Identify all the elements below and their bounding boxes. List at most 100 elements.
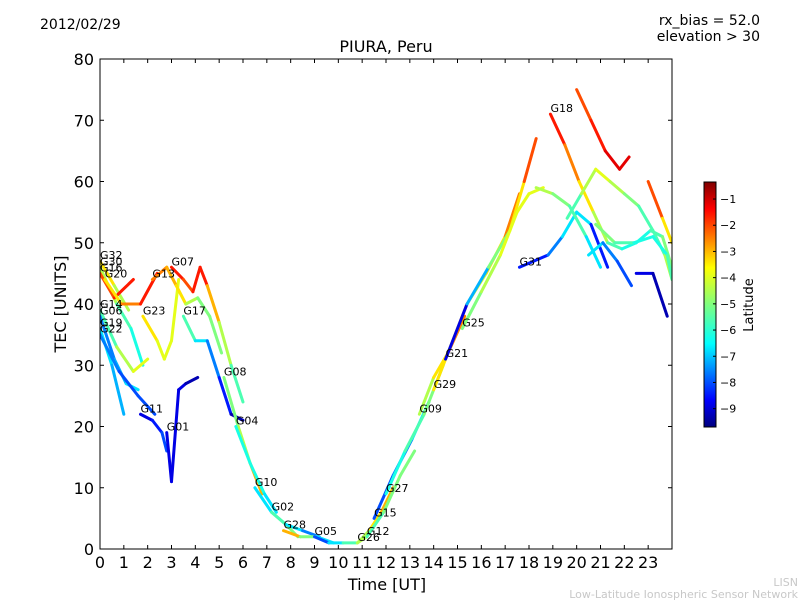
series-segment	[284, 523, 305, 533]
colorbar-tick-label: −3	[720, 245, 736, 258]
satellite-label: G22	[100, 323, 123, 336]
x-tick-label: 0	[95, 553, 105, 572]
x-tick-label: 12	[376, 553, 396, 572]
series-g18	[548, 112, 672, 269]
series-segment	[603, 149, 622, 171]
y-tick-label: 30	[74, 356, 94, 375]
x-tick-label: 3	[166, 553, 176, 572]
x-tick-label: 5	[214, 553, 224, 572]
series-segment	[155, 339, 166, 361]
series-segment	[217, 320, 233, 367]
colorbar-tick-label: −6	[720, 324, 736, 337]
satellite-label: G17	[183, 304, 206, 317]
series-segment	[170, 265, 185, 281]
series-g29	[432, 192, 521, 392]
colorbar-tick-label: −8	[720, 376, 736, 389]
satellite-label: G08	[224, 366, 247, 379]
rx-bias-label: rx_bias = 52.0	[658, 13, 760, 29]
series-segment	[160, 431, 169, 453]
series-segment	[618, 155, 631, 171]
series-segment	[517, 259, 536, 269]
series-segment	[100, 333, 121, 373]
series-segment	[131, 357, 150, 373]
series-segment	[270, 510, 288, 526]
series-segment	[365, 510, 386, 539]
series-g04	[234, 425, 278, 514]
colorbar-tick-label: −5	[720, 298, 736, 311]
x-tick-label: 13	[400, 553, 420, 572]
series-segment	[367, 510, 383, 533]
satellite-label: G09	[419, 402, 442, 415]
satellite-label: G11	[141, 402, 164, 415]
series-g07	[170, 265, 245, 404]
series-segment	[141, 314, 159, 343]
series-segment	[177, 382, 188, 392]
series-segment	[575, 210, 593, 226]
series-track-36	[594, 222, 672, 281]
series-segment	[174, 284, 188, 306]
series-g13	[150, 265, 224, 355]
series-segment	[444, 302, 469, 361]
satellite-label: G16	[100, 261, 123, 274]
satellite-label: G23	[143, 304, 166, 317]
series-segment	[248, 461, 266, 496]
series-segment	[136, 394, 157, 416]
series-segment	[129, 327, 145, 367]
satellite-label: G32	[100, 249, 123, 262]
satellite-label: G19	[100, 317, 123, 330]
series-segment	[150, 265, 169, 281]
series-segment	[100, 308, 119, 349]
series-g26	[355, 486, 395, 545]
y-tick-label: 60	[74, 173, 94, 192]
colorbar	[703, 181, 717, 428]
series-track-35	[646, 180, 672, 245]
satellite-label: G05	[315, 525, 338, 538]
series-segment	[150, 418, 164, 435]
series-segment	[181, 314, 197, 343]
x-tick-label: 18	[519, 553, 539, 572]
series-segment	[162, 339, 173, 361]
x-axis-label: Time [UT]	[347, 575, 426, 594]
colorbar-tick-label: −9	[720, 403, 736, 416]
series-segment	[606, 241, 624, 251]
series-segment	[498, 210, 519, 257]
x-tick-label: 22	[614, 553, 634, 572]
y-tick-label: 0	[84, 540, 94, 559]
x-tick-label: 16	[471, 553, 491, 572]
satellite-labels: G32G30G16G20G14G06G19G22G23G13G07G17G11G…	[100, 102, 573, 544]
x-tick-label: 10	[328, 553, 348, 572]
series-segment	[282, 529, 302, 539]
series-segment	[587, 241, 605, 257]
series-segment	[184, 296, 200, 306]
y-tick-label: 50	[74, 234, 94, 253]
satellite-label: G20	[105, 268, 128, 281]
y-tick-label: 10	[74, 479, 94, 498]
series-track-32	[575, 88, 631, 171]
series-segment	[465, 265, 490, 306]
series-segment	[115, 302, 133, 330]
series-segment	[205, 339, 221, 379]
x-tick-label: 23	[638, 553, 658, 572]
series-segment	[217, 376, 233, 416]
series-segment	[379, 486, 395, 514]
series-segment	[575, 88, 593, 122]
series-segment	[110, 363, 126, 416]
series-g21	[444, 137, 538, 361]
x-tick-label: 21	[590, 553, 610, 572]
series-g22	[100, 333, 157, 416]
colorbar-tick-label: −2	[720, 219, 736, 232]
satellite-label: G27	[386, 482, 409, 495]
series-g01	[165, 376, 200, 484]
series-segment	[234, 425, 252, 465]
x-tick-label: 8	[286, 553, 296, 572]
x-tick-label: 17	[495, 553, 515, 572]
series-track-34	[634, 271, 669, 318]
footer-network-name: Low-Latitude Ionospheric Sensor Network	[569, 588, 798, 601]
axes: 0 1 2 3 4 5 6 7 8 9 10 11 12 13 14 15 16 17 18 19 20 21 22 2301…	[74, 50, 672, 572]
series-segment	[589, 118, 607, 153]
series-segment	[522, 137, 538, 183]
series-segment	[660, 216, 672, 245]
series-segment	[594, 167, 612, 183]
x-tick-label: 14	[423, 553, 443, 572]
colorbar-label: Latitude	[742, 278, 757, 332]
